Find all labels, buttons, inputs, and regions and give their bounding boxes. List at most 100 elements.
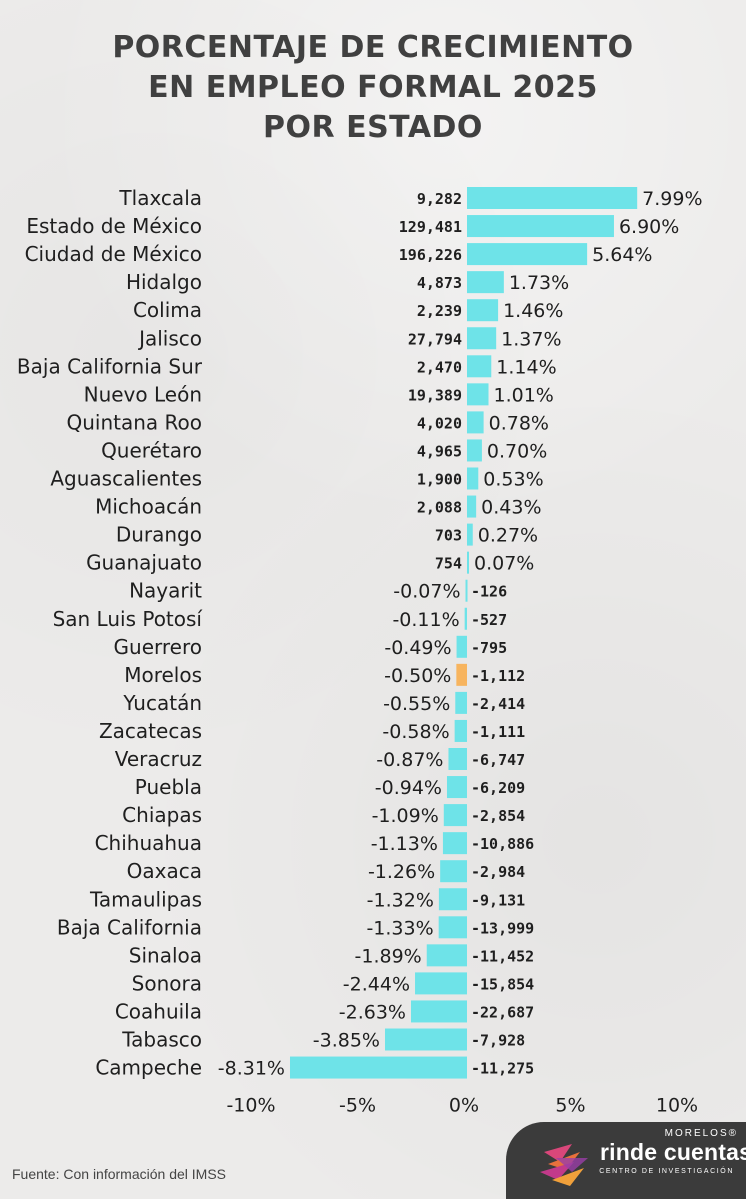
x-tick-label: 0%: [449, 1095, 479, 1117]
state-label: Nayarit: [129, 579, 202, 603]
logo-top-text: MORELOS®: [664, 1128, 738, 1139]
count-label: 196,226: [399, 246, 462, 264]
percent-label: -1.33%: [366, 917, 433, 939]
bar: [384, 1028, 467, 1051]
percent-label: 1.46%: [503, 300, 563, 322]
percent-label: -0.94%: [375, 777, 442, 799]
state-label: Coahuila: [115, 999, 202, 1023]
x-tick-label: 5%: [555, 1095, 585, 1117]
bar: [467, 187, 638, 209]
percent-label: 1.14%: [496, 356, 556, 378]
bar: [443, 804, 467, 827]
percent-label: -0.50%: [384, 665, 451, 687]
state-label: Tamaulipas: [89, 887, 202, 911]
count-label: -13,999: [471, 919, 534, 937]
percent-label: -1.89%: [355, 945, 422, 967]
state-label: Chiapas: [122, 803, 202, 827]
percent-label: -0.55%: [383, 693, 450, 715]
percent-label: 0.53%: [483, 469, 543, 491]
bar: [467, 467, 479, 490]
percent-label: 0.43%: [481, 497, 541, 519]
bar: [467, 299, 499, 322]
state-label: Durango: [116, 523, 202, 547]
state-label: Colima: [133, 298, 202, 322]
state-label: San Luis Potosí: [53, 607, 204, 631]
state-label: Sonora: [132, 971, 202, 995]
percent-label: -2.44%: [343, 973, 410, 995]
bar: [440, 860, 467, 883]
bar: [467, 243, 588, 266]
state-label: Baja California: [57, 915, 202, 939]
bar: [467, 271, 504, 294]
percent-label: 5.64%: [592, 244, 652, 266]
state-label: Ciudad de México: [25, 242, 202, 266]
state-label: Quintana Roo: [66, 410, 202, 434]
state-label: Nuevo León: [84, 382, 202, 406]
percent-label: -1.09%: [372, 805, 439, 827]
count-label: -11,452: [471, 947, 534, 965]
state-label: Jalisco: [137, 326, 202, 350]
state-label: Zacatecas: [99, 719, 202, 743]
bar: [467, 383, 489, 406]
state-label: Michoacán: [95, 495, 202, 519]
chart-title: PORCENTAJE DE CRECIMIENTO EN EMPLEO FORM…: [0, 28, 746, 148]
state-label: Veracruz: [115, 747, 202, 771]
state-label: Tabasco: [121, 1028, 202, 1052]
count-label: 129,481: [399, 218, 462, 236]
x-tick-label: -10%: [226, 1095, 275, 1117]
bar: [448, 748, 467, 770]
count-label: 703: [435, 527, 462, 545]
state-label: Querétaro: [101, 438, 202, 462]
count-label: -9,131: [471, 891, 525, 909]
count-label: 4,965: [417, 442, 462, 460]
bar: [456, 663, 467, 686]
state-label: Baja California Sur: [17, 354, 203, 378]
logo-main-text: rinde cuentas: [600, 1139, 746, 1165]
count-label: -10,886: [471, 835, 534, 853]
count-label: 4,020: [417, 414, 462, 432]
bar: [410, 1000, 467, 1023]
percent-label: -1.32%: [367, 889, 434, 911]
state-label: Guerrero: [114, 635, 202, 659]
title-line-2: EN EMPLEO FORMAL 2025: [148, 70, 598, 105]
state-label: Oaxaca: [127, 859, 202, 883]
percent-label: 6.90%: [619, 216, 679, 238]
bar: [467, 523, 473, 546]
bar: [289, 1056, 467, 1079]
state-label: Guanajuato: [86, 551, 202, 575]
bar: [426, 944, 467, 967]
bar: [438, 888, 467, 911]
percent-label: -1.13%: [371, 833, 438, 855]
count-label: -795: [471, 639, 507, 657]
percent-label: 0.78%: [489, 412, 549, 434]
percent-label: 0.07%: [474, 553, 534, 575]
count-label: 27,794: [408, 330, 462, 348]
count-label: -1,112: [471, 667, 525, 685]
state-label: Tlaxcala: [118, 186, 202, 210]
count-label: -1,111: [471, 723, 525, 741]
bar: [415, 972, 467, 995]
count-label: 2,088: [417, 499, 462, 517]
count-label: -2,984: [471, 863, 525, 881]
percent-label: -0.58%: [382, 721, 449, 743]
count-label: -6,747: [471, 751, 525, 769]
rinde-cuentas-logo: MORELOS® rinde cuentas CENTRO DE INVESTI…: [506, 1122, 746, 1199]
title-line-1: PORCENTAJE DE CRECIMIENTO: [112, 30, 634, 65]
bar: [464, 607, 467, 630]
bar: [456, 635, 467, 658]
count-label: -2,854: [471, 807, 525, 825]
count-label: -6,209: [471, 779, 525, 797]
count-label: -7,928: [471, 1032, 525, 1050]
bar: [455, 691, 467, 714]
state-label: Hidalgo: [126, 270, 202, 294]
count-label: 4,873: [417, 274, 462, 292]
count-label: 2,239: [417, 302, 462, 320]
x-tick-label: -5%: [339, 1095, 376, 1117]
percent-label: 0.27%: [478, 525, 538, 547]
percent-label: -0.11%: [392, 609, 459, 631]
count-label: 1,900: [417, 471, 462, 489]
percent-label: 1.73%: [509, 272, 569, 294]
percent-label: 0.70%: [487, 440, 547, 462]
state-label: Puebla: [135, 775, 202, 799]
bar: [446, 776, 467, 799]
